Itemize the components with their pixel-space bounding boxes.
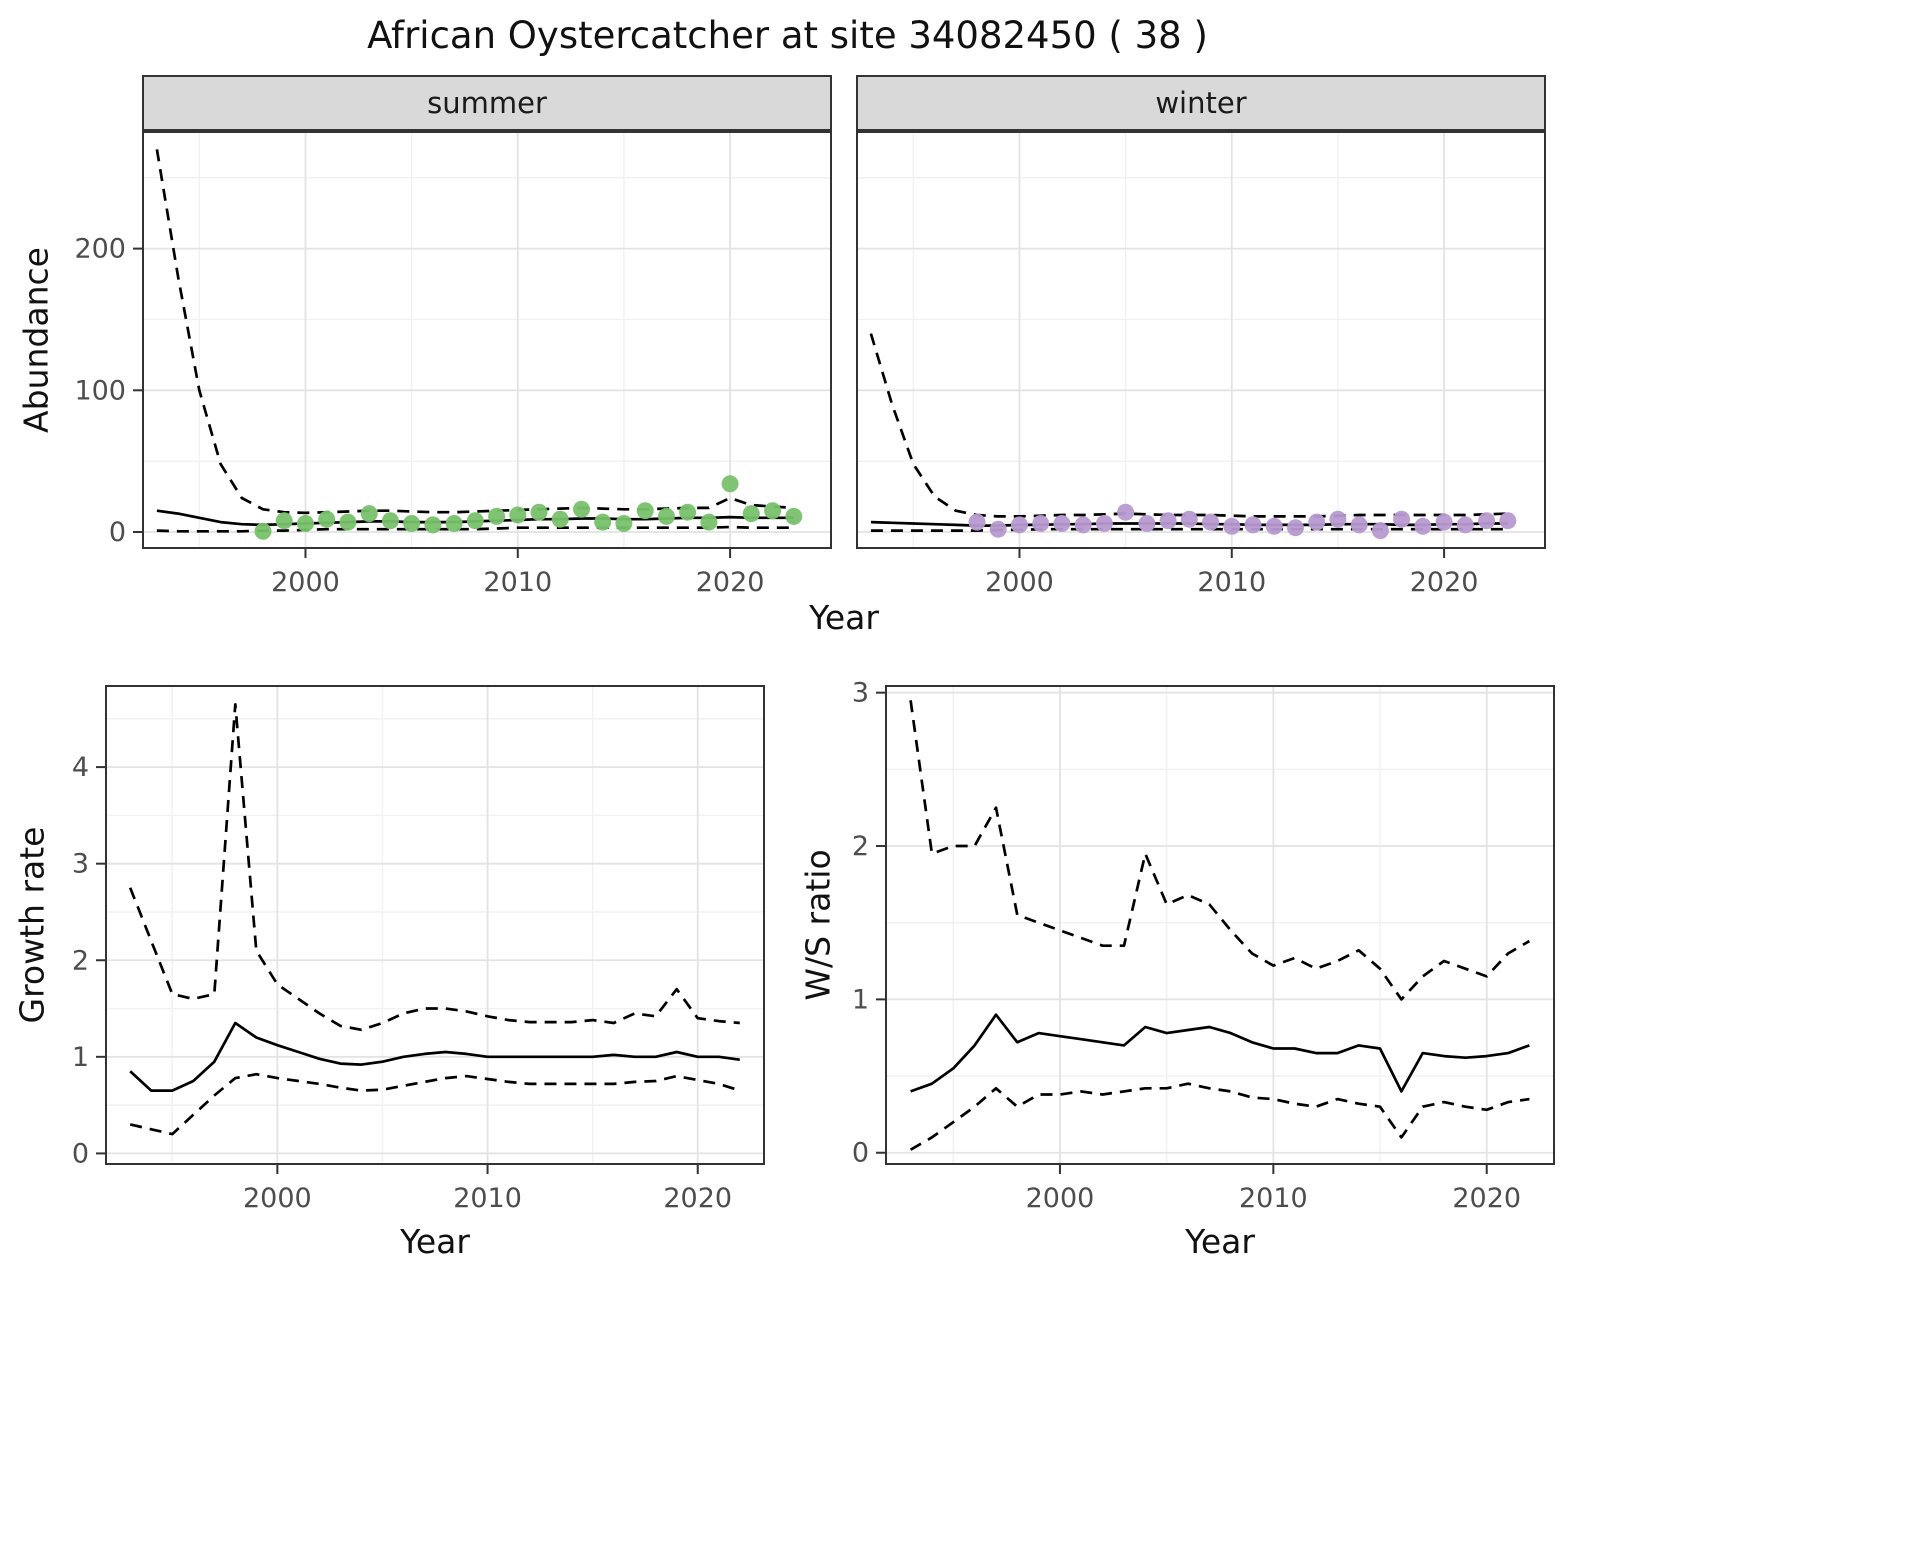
- svg-text:2: 2: [72, 945, 89, 976]
- facet-strip-summer-label: summer: [427, 86, 547, 120]
- svg-text:0: 0: [109, 517, 126, 548]
- facet-strip-summer: summer: [142, 75, 832, 131]
- svg-text:1: 1: [852, 984, 869, 1015]
- svg-text:2020: 2020: [663, 1183, 732, 1214]
- facet-strip-winter-label: winter: [1155, 86, 1247, 120]
- abundance-axis-label: Abundance: [16, 247, 56, 433]
- facet-strip-winter: winter: [856, 75, 1546, 131]
- facet-winter: winter 2000 2010 2020: [856, 75, 1546, 598]
- abundance-summer-chart: 2000 2010 2020 0 100 200: [74, 131, 832, 598]
- svg-text:0: 0: [852, 1138, 869, 1169]
- svg-text:2000: 2000: [1026, 1183, 1095, 1214]
- svg-text:2020: 2020: [696, 567, 765, 598]
- svg-text:2000: 2000: [271, 567, 340, 598]
- growth-rate-chart: 2000 2010 2020 0 1 2 3 4: [72, 685, 765, 1214]
- svg-text:200: 200: [74, 234, 126, 265]
- svg-text:2010: 2010: [483, 567, 552, 598]
- svg-text:100: 100: [74, 375, 126, 406]
- growth-x-axis-label: Year: [400, 1222, 470, 1261]
- growth-rate-axis-label: Growth rate: [12, 826, 52, 1024]
- ws-ratio-axis-label: W/S ratio: [798, 849, 838, 1001]
- svg-text:3: 3: [72, 849, 89, 880]
- abundance-winter-chart: 2000 2010 2020: [856, 131, 1546, 598]
- svg-text:0: 0: [72, 1138, 89, 1169]
- svg-text:2020: 2020: [1410, 567, 1479, 598]
- svg-text:4: 4: [72, 752, 89, 783]
- facet-summer: summer 2000 2010 2020 0 100 200: [74, 75, 832, 598]
- figure-title: African Oystercatcher at site 34082450 (…: [367, 14, 1208, 57]
- svg-text:2: 2: [852, 831, 869, 862]
- svg-text:2020: 2020: [1452, 1183, 1521, 1214]
- svg-text:3: 3: [852, 678, 869, 709]
- ws-x-axis-label: Year: [1185, 1222, 1255, 1261]
- svg-text:2000: 2000: [243, 1183, 312, 1214]
- svg-text:2010: 2010: [453, 1183, 522, 1214]
- svg-text:2010: 2010: [1239, 1183, 1308, 1214]
- svg-text:1: 1: [72, 1042, 89, 1073]
- ws-ratio-chart: 2000 2010 2020 0 1 2 3: [852, 678, 1555, 1214]
- svg-text:2010: 2010: [1197, 567, 1266, 598]
- abundance-x-axis-label: Year: [809, 598, 879, 637]
- svg-text:2000: 2000: [985, 567, 1054, 598]
